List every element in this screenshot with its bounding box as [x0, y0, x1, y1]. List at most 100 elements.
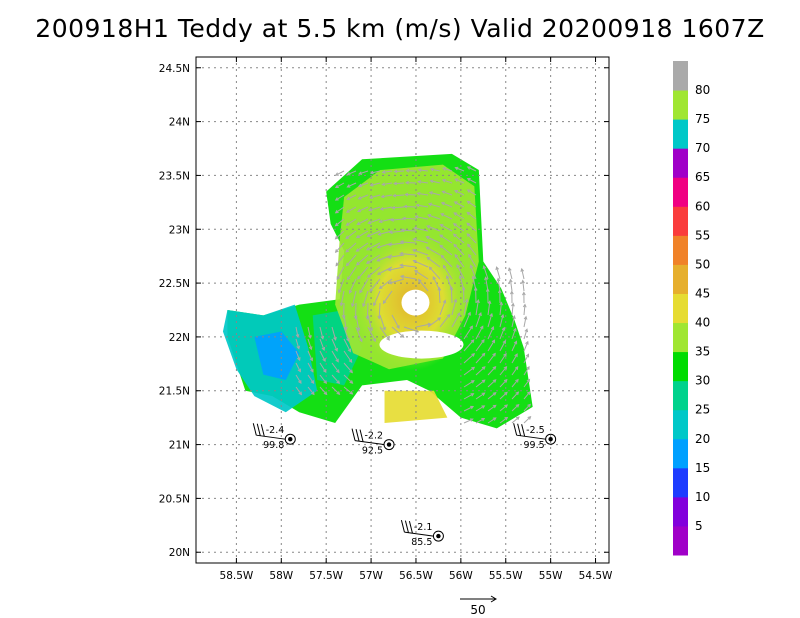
wind-vector-head	[492, 392, 497, 396]
wind-vector-head	[471, 353, 476, 357]
storm-eye	[401, 289, 430, 316]
wind-vector-head	[515, 403, 520, 408]
wind-vector-head	[393, 169, 398, 174]
wind-barb-feather	[355, 428, 360, 442]
colorbar-label: 35	[695, 345, 710, 359]
wind-vector-head	[379, 206, 384, 211]
wind-vector-head	[481, 417, 486, 422]
dropsonde-bottom-label: 99.5	[523, 440, 544, 451]
wind-vector-head	[357, 275, 361, 280]
wind-vector-head	[392, 181, 397, 186]
wind-vector-head	[481, 339, 485, 343]
wind-vectors	[295, 166, 532, 424]
wind-barb-feather	[517, 423, 522, 436]
wind-vector-head	[416, 191, 421, 196]
wind-vector	[438, 287, 441, 304]
wind-vector-head	[492, 365, 497, 370]
wind-vector	[439, 244, 453, 256]
wind-vector-head	[348, 359, 353, 363]
wind-vector-head	[388, 280, 393, 285]
wind-vector-head	[525, 340, 529, 345]
wind-vector	[499, 327, 505, 340]
wind-vector-head	[336, 391, 341, 395]
wind-vector-head	[469, 264, 474, 269]
wind-vector	[475, 326, 484, 340]
wind-vector	[430, 180, 441, 184]
wind-vector-head	[445, 274, 450, 279]
wind-vector	[370, 170, 381, 174]
wind-vector	[475, 366, 486, 376]
wind-vector-head	[388, 230, 393, 235]
wind-vector-head	[440, 254, 445, 259]
wind-vector-head	[334, 197, 339, 201]
wind-vector-head	[466, 222, 471, 227]
wind-vector	[523, 354, 529, 364]
wind-vector-head	[334, 184, 339, 189]
wind-vector	[429, 266, 441, 280]
wind-vector-head	[453, 212, 458, 216]
wind-vector-head	[335, 262, 340, 267]
wind-vector-head	[357, 183, 362, 188]
wind-vector-head	[499, 301, 504, 306]
wind-vector	[463, 380, 475, 388]
x-tick-label: 57W	[359, 570, 383, 582]
wind-vector	[335, 182, 345, 188]
wind-vector-head	[456, 264, 460, 269]
wind-vector-head	[432, 275, 437, 280]
colorbar-swatch	[673, 206, 688, 236]
wind-vector	[331, 374, 340, 384]
wind-vector	[391, 326, 405, 338]
wind-vector	[346, 218, 357, 226]
wind-vector	[356, 242, 369, 252]
wind-vector-head	[348, 289, 353, 294]
wind-vector-head	[372, 338, 376, 343]
dropsonde-bottom-label: 85.5	[411, 537, 432, 548]
wind-vector	[475, 339, 485, 352]
wind-vector	[523, 341, 529, 352]
wind-vector	[463, 312, 471, 328]
wind-vector-head	[500, 313, 505, 318]
wind-vector	[511, 404, 520, 412]
wind-vector-head	[504, 391, 508, 396]
wind-vector	[359, 278, 369, 293]
wind-vector	[307, 350, 313, 361]
wind-vector-head	[404, 180, 409, 185]
wind-barb-feather	[400, 519, 405, 533]
wind-vector	[487, 313, 493, 328]
wind-vector-head	[308, 346, 313, 351]
wind-vector	[442, 167, 453, 172]
wind-vector-head	[386, 336, 390, 341]
wind-vector	[453, 223, 465, 232]
wind-vector-head	[502, 339, 506, 344]
wind-vector-head	[381, 170, 386, 174]
wind-vector	[346, 194, 357, 200]
x-tick-label: 58.5W	[220, 570, 254, 582]
wind-vector	[417, 192, 429, 196]
colorbar-label: 30	[695, 374, 710, 388]
wind-vector	[343, 374, 353, 384]
wind-vector	[475, 418, 485, 424]
wind-vector-head	[456, 312, 461, 317]
wind-vector-head	[334, 172, 339, 176]
wind-vector-head	[514, 353, 518, 358]
wind-vector-head	[399, 263, 404, 268]
wind-vector-head	[297, 357, 301, 362]
colorbar-swatch	[673, 264, 688, 294]
wind-vector-head	[359, 338, 363, 343]
wind-vector-head	[466, 200, 471, 205]
wind-vector-head	[382, 326, 386, 331]
wind-vector-head	[429, 167, 434, 172]
wind-vector	[343, 362, 353, 373]
wind-vector-head	[469, 418, 474, 422]
wind-vector	[331, 338, 338, 352]
wind-vector	[379, 314, 386, 331]
wind-vector-head	[487, 300, 492, 305]
y-tick-label: 21N	[169, 440, 190, 452]
wind-vector	[347, 266, 357, 280]
dropsonde-markers: -2.4 99.8 -2.2 92.5 -2.5 99.5 -2.1 85.5	[252, 423, 557, 548]
wind-vector	[463, 353, 475, 364]
wind-vector	[511, 379, 519, 388]
wind-vector	[511, 416, 520, 424]
wind-vector-head	[345, 235, 350, 240]
